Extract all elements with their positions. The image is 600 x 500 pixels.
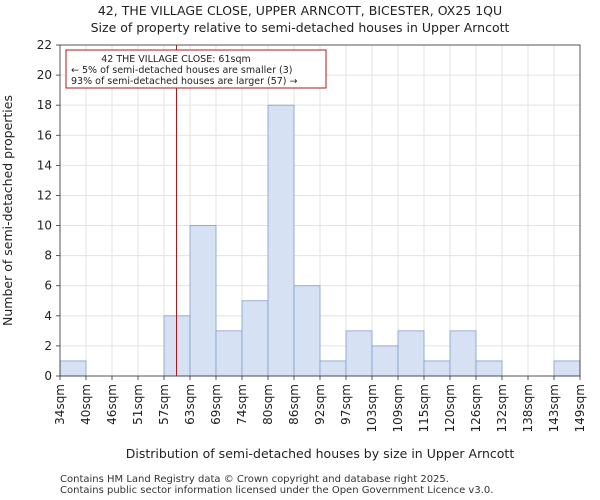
marker-group: 42 THE VILLAGE CLOSE: 61sqm← 5% of semi-… bbox=[65, 45, 327, 376]
bar-143sqm bbox=[553, 360, 581, 377]
y-tick-label: 20 bbox=[37, 68, 52, 82]
footer-line2: Contains public sector information licen… bbox=[60, 485, 494, 496]
y-axis-label: Number of semi-detached properties bbox=[0, 95, 15, 326]
x-tick-label: 80sqm bbox=[261, 384, 275, 425]
x-axis-ticks: 34sqm 40sqm 46sqm 51sqm 57sqm 63sqm 69sqm 74sqm… bbox=[53, 376, 587, 432]
y-tick-label: 2 bbox=[44, 339, 52, 353]
chart-title-line2: Size of property relative to semi-detach… bbox=[90, 20, 510, 35]
x-tick-label: 34sqm bbox=[53, 384, 67, 425]
bar-74sqm bbox=[241, 300, 269, 377]
annotation-line-3: 93% of semi-detached houses are larger (… bbox=[71, 76, 298, 87]
x-tick-label: 149sqm bbox=[573, 384, 587, 432]
y-tick-label: 6 bbox=[44, 279, 52, 293]
bar-97sqm bbox=[345, 330, 373, 377]
y-tick-label: 22 bbox=[37, 38, 52, 52]
x-tick-label: 69sqm bbox=[209, 384, 223, 425]
y-axis-ticks: 0 2 4 6 8 10 12 14 16 18 20 22 bbox=[37, 38, 60, 383]
annotation-line-1: 42 THE VILLAGE CLOSE: 61sqm bbox=[101, 54, 251, 65]
bar-80sqm bbox=[267, 104, 295, 377]
annotation-box bbox=[65, 49, 327, 89]
x-tick-label: 97sqm bbox=[339, 384, 353, 425]
x-tick-label: 126sqm bbox=[469, 384, 483, 432]
chart-title-line1: 42, THE VILLAGE CLOSE, UPPER ARNCOTT, BI… bbox=[97, 3, 503, 18]
x-tick-label: 103sqm bbox=[365, 384, 379, 432]
y-tick-label: 8 bbox=[44, 249, 52, 263]
y-tick-label: 16 bbox=[37, 128, 52, 142]
x-tick-label: 51sqm bbox=[131, 384, 145, 425]
y-tick-label: 0 bbox=[44, 369, 52, 383]
x-tick-label: 92sqm bbox=[313, 384, 327, 425]
y-tick-label: 18 bbox=[37, 98, 52, 112]
x-tick-label: 109sqm bbox=[391, 384, 405, 432]
x-tick-label: 40sqm bbox=[79, 384, 93, 425]
y-tick-label: 10 bbox=[37, 219, 52, 233]
footer: Contains HM Land Registry data © Crown c… bbox=[60, 474, 493, 496]
bar-120sqm bbox=[449, 330, 477, 377]
x-axis-label: Distribution of semi-detached houses by … bbox=[126, 446, 515, 461]
bar-103sqm bbox=[371, 345, 399, 377]
bar-63sqm bbox=[189, 225, 217, 377]
x-tick-label: 132sqm bbox=[495, 384, 509, 432]
bar-92sqm bbox=[319, 360, 347, 377]
x-tick-label: 115sqm bbox=[417, 384, 431, 432]
x-tick-label: 143sqm bbox=[547, 384, 561, 432]
y-tick-label: 12 bbox=[37, 188, 52, 202]
bar-126sqm bbox=[475, 360, 503, 377]
bar-115sqm bbox=[423, 360, 451, 377]
x-tick-label: 63sqm bbox=[183, 384, 197, 425]
bar-86sqm bbox=[293, 285, 321, 377]
x-tick-label: 120sqm bbox=[443, 384, 457, 432]
bar-34sqm bbox=[59, 360, 87, 377]
chart-title: 42, THE VILLAGE CLOSE, UPPER ARNCOTT, BI… bbox=[0, 2, 600, 36]
x-tick-label: 86sqm bbox=[287, 384, 301, 425]
x-tick-label: 46sqm bbox=[105, 384, 119, 425]
y-tick-label: 4 bbox=[44, 309, 52, 323]
x-tick-label: 74sqm bbox=[235, 384, 249, 425]
footer-line1: Contains HM Land Registry data © Crown c… bbox=[60, 474, 449, 485]
bar-69sqm bbox=[215, 330, 243, 377]
y-tick-label: 14 bbox=[37, 158, 52, 172]
x-tick-label: 57sqm bbox=[157, 384, 171, 425]
annotation-line-2: ← 5% of semi-detached houses are smaller… bbox=[71, 65, 292, 76]
x-tick-label: 138sqm bbox=[521, 384, 535, 432]
bar-109sqm bbox=[397, 330, 425, 377]
